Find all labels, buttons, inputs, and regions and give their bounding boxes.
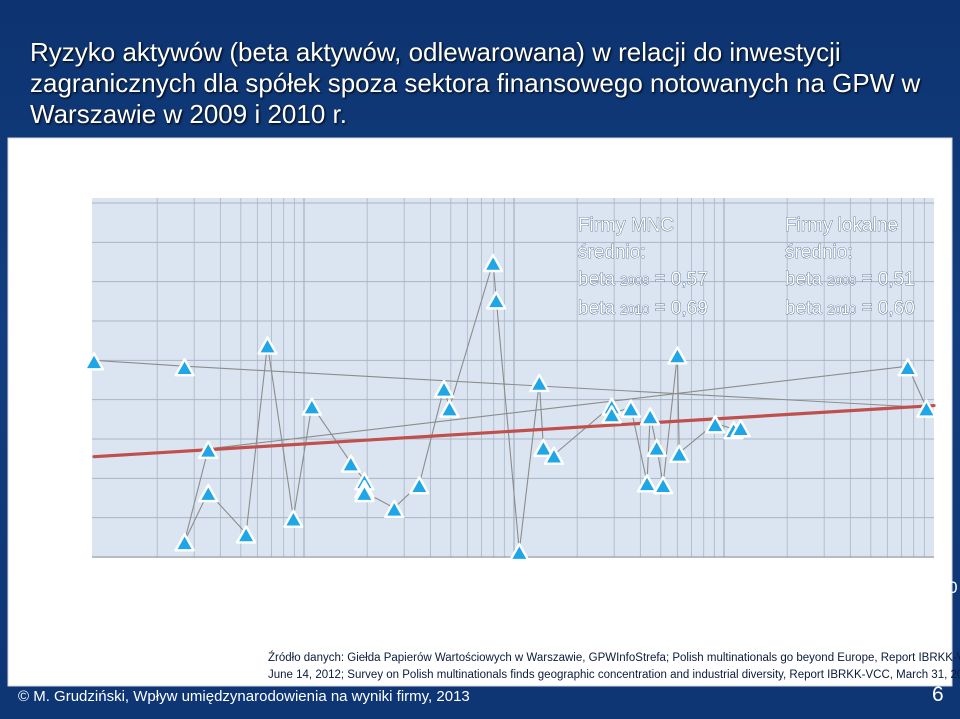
y-tick-label: 1,2 [46, 312, 70, 331]
x-tick-label: 100 [500, 578, 528, 597]
data-point-marker [340, 454, 361, 473]
loc-b10-year: 2010 [827, 302, 856, 317]
source-line-1: Źródło danych: Giełda Papierów Wartościo… [268, 652, 960, 664]
annotation-mnc-title: Firmy MNC [578, 215, 674, 236]
source-line-2: June 14, 2012; Survey on Polish multinat… [268, 669, 960, 681]
y-tick-label: 1,8 [46, 194, 70, 213]
data-point-marker [646, 438, 667, 458]
data-point-marker [174, 358, 195, 377]
y-tick-label: 0 [61, 548, 70, 567]
x-tick-label: 10000 [910, 578, 957, 597]
plot-area [92, 198, 934, 556]
loc-b09-year: 2009 [827, 273, 856, 288]
mnc-b09-value: = 0,57 [649, 269, 708, 290]
mnc-b10-label: beta [578, 298, 620, 319]
data-point-marker [669, 444, 690, 463]
y-tick-label: 0,4 [46, 469, 70, 488]
loc-b09-label: beta [785, 269, 827, 290]
data-point-marker [652, 476, 674, 495]
data-point-marker [636, 474, 658, 493]
data-point-marker [620, 399, 642, 418]
y-tick-label: 1,4 [46, 273, 70, 292]
data-source-note: Źródło danych: Giełda Papierów Wartościo… [268, 650, 960, 684]
loc-b10-label: beta [785, 298, 827, 319]
data-point-marker [198, 483, 219, 503]
data-point-marker [897, 358, 918, 377]
data-point-marker [509, 542, 530, 562]
data-point-marker [704, 415, 726, 434]
mnc-b09-year: 2009 [620, 273, 649, 288]
data-point-marker [439, 399, 460, 418]
data-point-marker [916, 399, 937, 418]
x-tick-label: 1 [89, 578, 98, 597]
annotation-mnc-avg: średnio: [578, 242, 646, 263]
data-point-marker [409, 476, 430, 495]
annotation-mnc-beta2009: beta 2009 = 0,57 [578, 269, 708, 290]
y-axis-ticks: 0 0,2 0,4 0,6 0,8 1,0 1,2 1,4 1,6 1,8 [46, 194, 70, 567]
y-tick-label: 0,6 [46, 430, 70, 449]
data-point-marker [174, 533, 195, 552]
loc-b10-value: = 0,60 [856, 298, 915, 319]
data-point-marker [83, 352, 105, 371]
mnc-b09-label: beta [578, 269, 620, 290]
annotation-local: Firmy lokalne średnio: beta 2009 = 0,51 … [785, 215, 915, 320]
loc-b09-value: = 0,51 [856, 269, 915, 290]
slide-title: Ryzyko aktywów (beta aktywów, odlewarowa… [30, 37, 921, 129]
data-point-marker [235, 525, 257, 544]
data-point-marker [384, 499, 405, 519]
y-tick-label: 0,8 [46, 391, 70, 410]
data-point-marker [198, 440, 219, 460]
trendline-group [92, 403, 936, 459]
data-markers [83, 253, 937, 562]
x-tick-label: 1000 [705, 578, 743, 597]
data-point-marker [639, 407, 661, 426]
chart-title: Ryzyko aktywów (beta aktywów, odlewarowa… [92, 160, 905, 180]
data-point-marker [283, 509, 304, 528]
data-point-marker [354, 483, 375, 503]
data-point-marker [433, 379, 455, 399]
x-tick-label: 10 [295, 578, 314, 597]
y-tick-label: 0,2 [46, 509, 70, 528]
annotation-mnc-beta2010: beta 2010 = 0,69 [578, 298, 708, 319]
data-point-marker [543, 446, 565, 465]
annotation-local-title: Firmy lokalne [785, 215, 898, 236]
annotation-local-beta2010: beta 2010 = 0,60 [785, 298, 915, 319]
data-point-marker [601, 405, 622, 424]
data-point-marker [667, 346, 688, 365]
data-point-marker [529, 373, 550, 393]
annotation-local-avg: średnio: [785, 242, 853, 263]
x-axis-label: Inwestycje zagraniczne [mln USD] [355, 610, 658, 632]
page-number: 6 [932, 683, 944, 706]
y-axis-label: Beta odlewarowana [21, 307, 40, 457]
data-point-marker [301, 397, 323, 416]
annotation-mnc: Firmy MNC średnio: beta 2009 = 0,57 beta… [578, 215, 708, 320]
data-point-marker [730, 419, 751, 438]
y-tick-label: 1,0 [46, 351, 70, 370]
data-point-marker [482, 253, 504, 273]
footer-author: © M. Grudziński, Wpływ umiędzynarodowien… [18, 688, 470, 705]
trend-line [92, 403, 936, 459]
y-tick-label: 1,6 [46, 233, 70, 252]
mnc-b10-value: = 0,69 [649, 298, 708, 319]
data-point-marker [486, 291, 507, 310]
data-point-marker [533, 438, 554, 458]
mnc-b10-year: 2010 [620, 302, 649, 317]
x-axis-ticks: 1 10 100 1000 10000 [89, 578, 957, 597]
annotation-local-beta2009: beta 2009 = 0,51 [785, 269, 915, 290]
data-point-marker [257, 336, 278, 355]
